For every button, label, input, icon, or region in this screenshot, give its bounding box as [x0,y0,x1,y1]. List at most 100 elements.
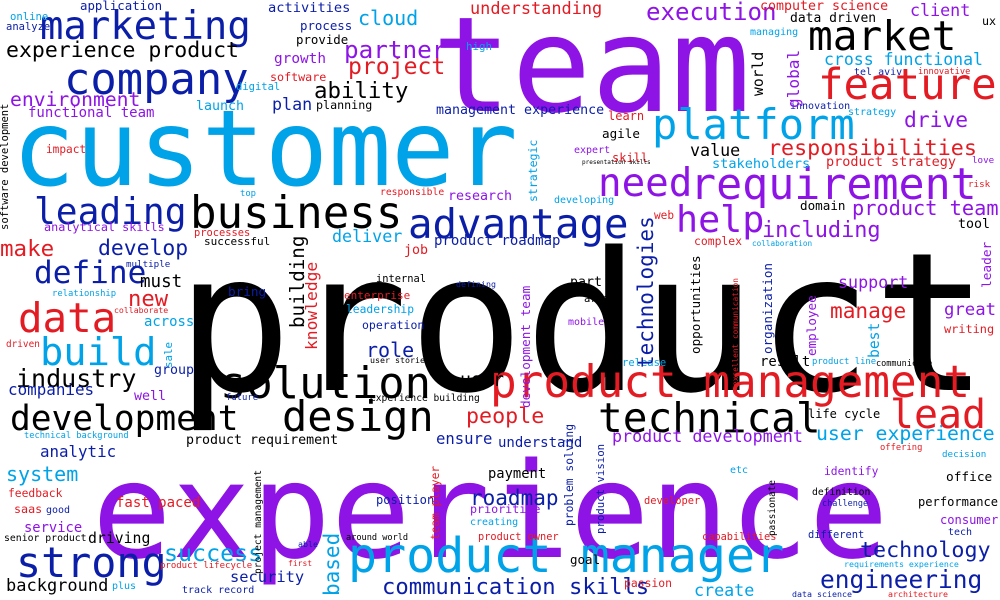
cloud-word: innovation [790,101,851,112]
cloud-word: requirements experience [844,559,959,569]
cloud-word: ensure [436,430,493,448]
cloud-word: technology [860,538,991,563]
cloud-word: deliver [332,226,403,246]
cloud-word: value [690,140,741,160]
cloud-word: feature [818,60,997,109]
cloud-word: expert [574,145,611,156]
cloud-word: development team [518,285,533,408]
cloud-word: company [64,54,249,105]
cloud-word: security [230,568,305,586]
cloud-word: enterprise [344,289,411,302]
cloud-word: market [808,12,957,60]
cloud-word: role [366,338,415,362]
cloud-word: make [0,236,55,262]
cloud-word: position [376,493,435,507]
cloud-word: platform [652,100,855,149]
cloud-word: user [460,370,505,391]
cloud-word: environment [10,88,141,111]
cloud-word: around world [346,533,409,543]
cloud-word: product line [812,357,877,367]
cloud-word: agile [602,126,640,141]
cloud-word: roadmap [470,486,559,510]
cloud-word: product vision [594,443,607,534]
cloud-word: including [762,218,881,243]
cloud-word: mobile [568,317,605,328]
cloud-word: digital [236,81,281,93]
cloud-word: product manager [348,528,785,584]
cloud-word: cross functional [824,50,983,69]
cloud-word: technologies [634,216,658,368]
cloud-word: release [622,357,667,369]
cloud-word: growth [274,51,326,67]
cloud-word: drive [904,108,969,133]
cloud-word: data science [792,589,852,599]
cloud-word: collaboration [752,239,813,248]
cloud-word: partner [344,35,447,64]
cloud-word: first [288,559,313,568]
cloud-word: processes [194,227,251,239]
cloud-word: web [654,209,675,222]
cloud-word: office [946,470,993,485]
cloud-word: new [128,286,169,312]
cloud-word: requirement [690,160,977,210]
cloud-word: product [176,212,989,436]
cloud-word: able [298,539,318,549]
cloud-word: application [80,0,163,13]
cloud-word: team [432,0,751,143]
cloud-word: track record [182,585,255,596]
cloud-word: advantage [408,200,629,248]
cloud-word: feedback [8,487,63,500]
cloud-word: future [226,393,259,403]
cloud-word: creating [470,517,519,528]
cloud-word: customer [12,88,518,210]
cloud-word: ux [982,14,997,28]
cloud-word: cloud [358,6,419,30]
cloud-word: strong [16,538,167,587]
cloud-word: provide [296,32,349,47]
cloud-word: group [154,363,195,378]
cloud-word: driven [6,339,40,350]
cloud-word: goal [570,552,601,567]
cloud-word: computer science [760,0,889,14]
cloud-word: product owner [478,531,559,543]
cloud-word: responsible [380,187,445,198]
cloud-word: excellent communication [731,278,740,386]
cloud-word: tel aviv [854,67,903,78]
cloud-word: service [24,520,83,536]
cloud-word: successful [204,235,271,248]
cloud-word: job [404,243,429,258]
cloud-word: result [760,354,811,370]
cloud-word: employee [804,295,819,356]
cloud-word: payment [488,466,547,482]
cloud-word: skill [612,151,649,165]
cloud-word: analytical skills [44,220,165,234]
cloud-word: domain [800,198,846,213]
cloud-word: development [10,399,239,439]
cloud-word: decision [942,449,987,460]
cloud-word: functional team [28,105,155,121]
cloud-word: high [466,40,493,53]
cloud-word: system [6,462,79,486]
cloud-word: manage [830,298,907,323]
cloud-word: love [972,155,995,166]
cloud-word: online [10,11,49,23]
cloud-word: problem solving [563,423,576,526]
cloud-word: world [750,51,767,96]
cloud-word: leader [980,241,995,288]
cloud-word: user experience [816,422,995,445]
cloud-word: etc [730,465,749,476]
cloud-word: companies [8,380,95,399]
cloud-word: data [18,294,117,342]
cloud-word: bring [228,284,267,299]
cloud-word: team player [429,465,442,540]
cloud-word: project management [253,470,264,574]
cloud-word: learn [608,109,645,123]
cloud-word: capabilities [702,531,777,543]
cloud-word: saas [14,502,43,516]
cloud-word: solution [220,358,431,409]
cloud-word: design [282,392,434,441]
cloud-word: operation [362,318,425,332]
cloud-word: driving [88,530,151,547]
cloud-word: software development [0,103,11,230]
cloud-word: launch [196,99,245,114]
